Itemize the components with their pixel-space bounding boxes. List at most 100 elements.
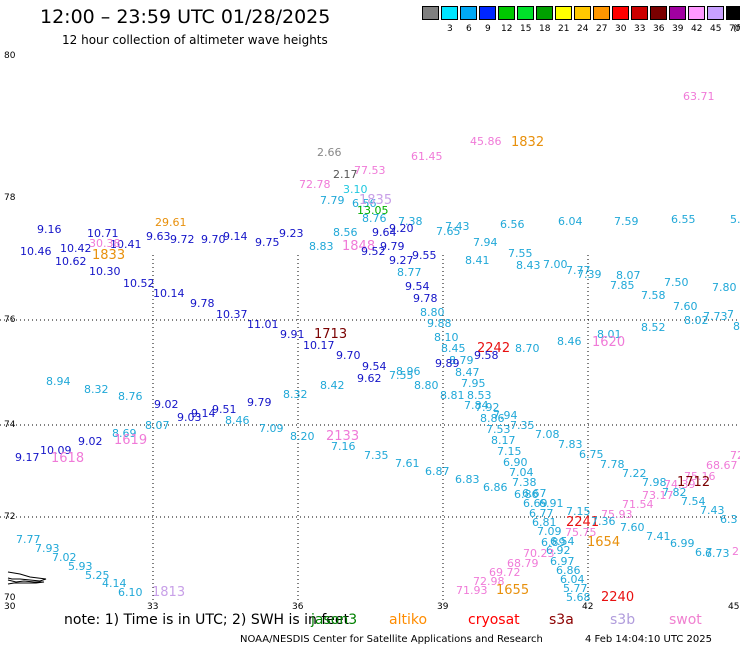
swh-value: 8.86 bbox=[480, 412, 505, 425]
swh-value: 10.09 bbox=[40, 444, 72, 457]
map-title: 12:00 – 23:59 UTC 01/28/2025 bbox=[40, 6, 331, 28]
swh-value: 7.94 bbox=[473, 236, 498, 249]
pass-time-label: 1713 bbox=[314, 327, 347, 342]
swh-value: 8.76 bbox=[362, 212, 387, 225]
swh-value: 7.09 bbox=[259, 422, 284, 435]
pass-time-label: 1813 bbox=[152, 585, 185, 600]
swh-value: 6.10 bbox=[118, 586, 143, 599]
swh-value: 6.91 bbox=[539, 497, 564, 510]
swh-value: 6.89 bbox=[541, 536, 566, 549]
legend-swatch bbox=[422, 6, 439, 20]
swh-value: 7.38 bbox=[512, 476, 537, 489]
swh-value: 7.53 bbox=[486, 423, 511, 436]
map-subtitle: 12 hour collection of altimeter wave hei… bbox=[62, 33, 328, 47]
swh-value: 9.64 bbox=[372, 226, 397, 239]
swh-value: 6.97 bbox=[550, 555, 575, 568]
legend-swatch bbox=[593, 6, 610, 20]
swh-value: 10.42 bbox=[60, 242, 92, 255]
legend-swatch bbox=[631, 6, 648, 20]
swh-value: 6.56 bbox=[500, 218, 525, 231]
swh-value: 8.46 bbox=[225, 414, 250, 427]
swh-value: 8.32 bbox=[283, 388, 308, 401]
swh-value: 7.80 bbox=[712, 281, 737, 294]
swh-value: 7.22 bbox=[622, 467, 647, 480]
swh-value: 6.90 bbox=[503, 456, 528, 469]
swh-value: 6.67 bbox=[522, 487, 547, 500]
swh-value: 8.79 bbox=[449, 354, 474, 367]
swh-value: 9.79 bbox=[380, 240, 405, 253]
swh-value: 69.72 bbox=[489, 566, 521, 579]
swh-value: 7.15 bbox=[497, 445, 522, 458]
swh-value: 70.23 bbox=[523, 547, 555, 560]
swh-value: 8.07 bbox=[616, 269, 641, 282]
swh-value: 6.7 bbox=[695, 546, 713, 559]
legend-tick-label: 70 bbox=[729, 24, 740, 34]
swh-value: 9.02 bbox=[154, 398, 179, 411]
swh-value: 6.04 bbox=[560, 573, 585, 586]
swh-value: 8.46 bbox=[557, 335, 582, 348]
swh-value: 9.54 bbox=[405, 280, 430, 293]
swh-value: 10.52 bbox=[123, 277, 155, 290]
lat-label: 74 bbox=[4, 420, 16, 430]
swh-value: 10.71 bbox=[87, 227, 119, 240]
swh-value: 8.07 bbox=[145, 419, 170, 432]
swh-value: 7.36 bbox=[591, 515, 616, 528]
swh-value: 8.76 bbox=[118, 390, 143, 403]
legend-tick-label: 42 bbox=[691, 24, 703, 34]
swh-value: 9.75 bbox=[255, 236, 280, 249]
generated-timestamp: 4 Feb 14:04:10 UTC 2025 bbox=[585, 634, 712, 645]
mission-label: s3b bbox=[610, 612, 636, 628]
swh-value: 8.20 bbox=[290, 430, 315, 443]
lon-label: 39 bbox=[437, 602, 449, 612]
swh-value: 75.16 bbox=[684, 470, 716, 483]
swh-value: 8.42 bbox=[320, 379, 345, 392]
swh-value: 10.14 bbox=[153, 287, 185, 300]
swh-value: 72.78 bbox=[299, 178, 331, 191]
lat-label: 70 bbox=[4, 593, 16, 603]
swh-value: 9.23 bbox=[279, 227, 304, 240]
swh-value: 5.93 bbox=[68, 560, 93, 573]
swh-value: 7.38 bbox=[398, 215, 423, 228]
swh-value: 7.95 bbox=[461, 377, 486, 390]
swh-value: 8.83 bbox=[309, 240, 334, 253]
swh-value: 63.71 bbox=[683, 90, 715, 103]
swh-value: 72 bbox=[730, 449, 740, 462]
lon-label: 36 bbox=[292, 602, 304, 612]
swh-value: 8.81 bbox=[440, 389, 465, 402]
swh-value: 72.98 bbox=[473, 575, 505, 588]
swh-value: 8.80 bbox=[414, 379, 439, 392]
legend-tick-label: 3 bbox=[447, 24, 453, 34]
swh-value: 8.80 bbox=[420, 306, 445, 319]
swh-value: 7.73 bbox=[703, 310, 728, 323]
legend-swatch bbox=[498, 6, 515, 20]
swh-value: 71.93 bbox=[456, 584, 488, 597]
swh-value: 8.52 bbox=[641, 321, 666, 334]
pass-time-label: 2241 bbox=[566, 515, 599, 530]
swh-value: 7.55 bbox=[508, 247, 533, 260]
swh-value: 7.79 bbox=[320, 194, 345, 207]
swh-value: 8.47 bbox=[455, 366, 480, 379]
note-text: note: 1) Time is in UTC; 2) SWH is in fe… bbox=[64, 612, 350, 628]
swh-value: 7.77 bbox=[16, 533, 41, 546]
legend-swatch bbox=[688, 6, 705, 20]
swh-value: 8.77 bbox=[397, 266, 422, 279]
legend-tick-label: 18 bbox=[539, 24, 551, 34]
swh-value: 7 bbox=[727, 308, 734, 321]
swh-value: 71.54 bbox=[622, 498, 654, 511]
mission-label: altiko bbox=[389, 612, 428, 628]
swh-value: 3.10 bbox=[343, 183, 368, 196]
swh-value: 7.77 bbox=[566, 264, 591, 277]
swh-value: 8.02 bbox=[684, 314, 709, 327]
legend-swatch bbox=[536, 6, 553, 20]
swh-value: 6.81 bbox=[532, 516, 557, 529]
mission-label: swot bbox=[669, 612, 702, 628]
swh-value: 9.88 bbox=[427, 317, 452, 330]
swh-value: 10.46 bbox=[20, 245, 52, 258]
swh-value: 7.09 bbox=[537, 525, 562, 538]
swh-value: 7.35 bbox=[510, 419, 535, 432]
swh-value: 7.85 bbox=[610, 279, 635, 292]
swh-value: 13.05 bbox=[357, 204, 389, 217]
pass-time-label: 1832 bbox=[511, 135, 544, 150]
swh-value: 2.17 bbox=[333, 168, 358, 181]
